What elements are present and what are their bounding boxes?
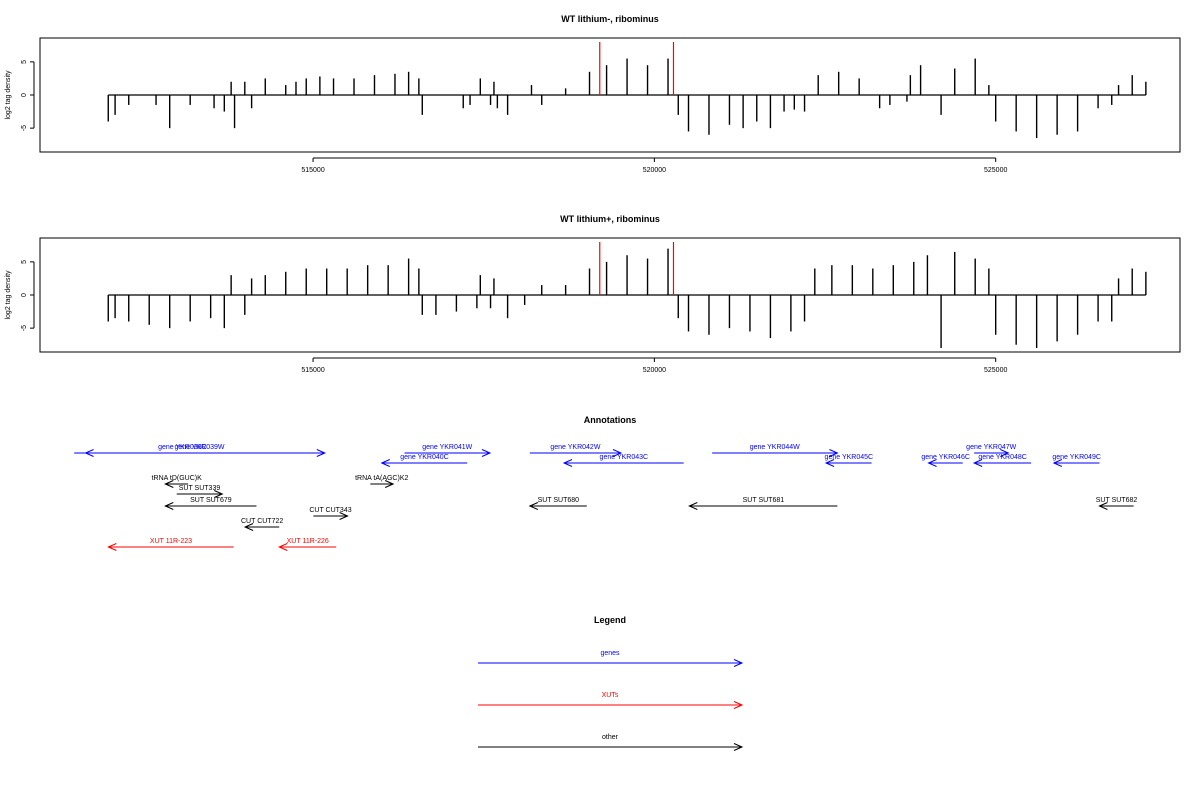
annotation-label: SUT SUT682 <box>1096 497 1138 504</box>
y-axis-label: log2 tag density <box>5 70 12 120</box>
y-axis-label: log2 tag density <box>5 270 12 320</box>
legend-arrowhead <box>733 701 744 709</box>
x-tick-label: 525000 <box>984 167 1007 174</box>
x-tick-label: 515000 <box>301 167 324 174</box>
annotation-arrowhead <box>1098 502 1108 510</box>
annotation-label: CUT CUT343 <box>309 507 351 514</box>
annotation-arrowhead <box>1052 459 1063 467</box>
annotation-arrowhead <box>824 459 835 467</box>
annotation-label: gene YKR044W <box>750 444 800 451</box>
annotation-label: gene YKR045C <box>825 454 874 461</box>
annotation-label: gene YKR047W <box>966 444 1016 451</box>
legend-label: XUTs <box>602 692 619 699</box>
annotation-label: gene YKR049C <box>1052 454 1101 461</box>
annotation-label: tRNA tA(AGC)K2 <box>355 475 408 482</box>
annotation-arrowhead <box>481 449 492 457</box>
annotation-arrowhead <box>107 543 117 551</box>
x-tick-label: 525000 <box>984 367 1007 374</box>
annotation-arrowhead <box>380 459 390 467</box>
annotation-label: gene YKR038C <box>158 444 207 451</box>
annotation-arrowhead <box>688 502 698 510</box>
annotation-label: XUT 11R-226 <box>287 538 329 545</box>
annotation-label: SUT SUT681 <box>743 497 785 504</box>
annotation-arrowhead <box>243 523 254 531</box>
annotation-label: tRNA tD(GUC)K <box>152 475 203 482</box>
annotations-title: Annotations <box>584 415 637 425</box>
annotation-arrowhead <box>927 459 937 467</box>
y-tick-label: -5 <box>21 325 28 331</box>
plot-frame <box>39 237 1181 353</box>
annotation-label: CUT CUT722 <box>241 518 283 525</box>
annotation-arrowhead <box>829 449 839 457</box>
y-tick-label: 0 <box>21 93 28 97</box>
x-tick-label: 515000 <box>301 367 324 374</box>
annotation-arrowhead <box>164 480 174 488</box>
x-tick-label: 520000 <box>643 167 666 174</box>
annotation-arrowhead <box>528 502 539 510</box>
annotation-arrowhead <box>316 449 327 457</box>
density-panel-lithium-plus: WT lithium+, ribominus -5 0 5 log2 tag densi… <box>5 214 1181 374</box>
legend-title: Legend <box>594 615 626 625</box>
annotation-label: gene YKR046C <box>921 454 970 461</box>
annotation-label: SUT SUT680 <box>538 497 580 504</box>
legend-label: genes <box>600 650 620 657</box>
annotation-arrowhead <box>384 480 395 488</box>
annotation-label: gene YKR043C <box>600 454 649 461</box>
annotation-label: gene YKR041W <box>422 444 472 451</box>
annotation-label: SUT SUT339 <box>179 485 221 492</box>
annotation-label: SUT SUT679 <box>190 497 232 504</box>
annotation-arrowhead <box>214 490 224 498</box>
y-tick-label: 5 <box>21 260 28 264</box>
y-tick-label: 5 <box>21 60 28 64</box>
annotation-label: gene YKR040C <box>400 454 449 461</box>
annotation-arrowhead <box>277 543 288 551</box>
annotation-arrowhead <box>562 459 573 467</box>
annotation-label: gene YKR042W <box>550 444 600 451</box>
annotation-label: XUT 11R-223 <box>150 538 192 545</box>
annotation-arrowhead <box>972 459 983 467</box>
legend: Legend genes XUTs other <box>478 615 744 751</box>
annotation-label: gene YKR039W <box>174 444 224 451</box>
annotation-arrowhead <box>612 449 623 457</box>
legend-arrowhead <box>733 659 744 667</box>
density-panel-lithium-minus: WT lithium-, ribominus -5 0 5 log2 tag densi… <box>5 14 1181 174</box>
legend-label: other <box>602 734 619 741</box>
annotation-arrowhead <box>339 512 349 520</box>
annotation-arrowhead <box>164 502 174 510</box>
chart-title: WT lithium+, ribominus <box>560 214 660 224</box>
x-tick-label: 520000 <box>643 367 666 374</box>
y-tick-label: -5 <box>21 125 28 131</box>
chart-title: WT lithium-, ribominus <box>561 14 659 24</box>
legend-arrowhead <box>733 743 744 751</box>
annotation-label: gene YKR048C <box>978 454 1027 461</box>
plot-frame <box>39 37 1181 153</box>
annotation-arrowhead <box>1000 449 1010 457</box>
y-tick-label: 0 <box>21 293 28 297</box>
